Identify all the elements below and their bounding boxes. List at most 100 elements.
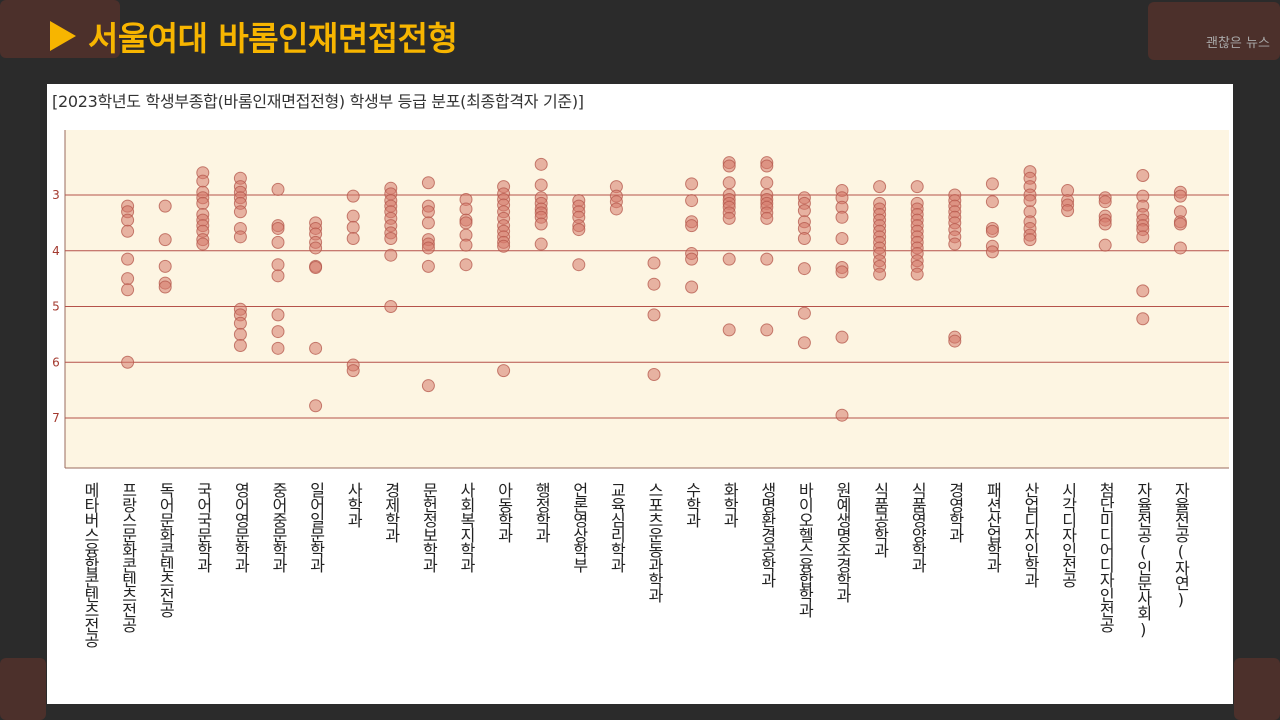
data-point (647, 368, 661, 382)
x-category-label: 경영학과 (945, 482, 965, 542)
data-point (459, 258, 473, 272)
data-point (1136, 230, 1150, 244)
data-point (985, 245, 999, 259)
data-point (1061, 204, 1075, 218)
data-point (459, 216, 473, 230)
data-point (910, 267, 924, 281)
data-point (835, 231, 849, 245)
data-point (121, 252, 135, 266)
data-point (910, 180, 924, 194)
data-point (271, 269, 285, 283)
corner-decoration-bottom-right (1234, 658, 1280, 720)
data-point (572, 223, 586, 237)
data-point (722, 176, 736, 190)
data-point (196, 196, 210, 210)
x-category-label: 독어문화콘텐츠전공 (156, 482, 176, 617)
data-point (797, 306, 811, 320)
data-point (271, 182, 285, 196)
data-point (609, 202, 623, 216)
data-point (1136, 284, 1150, 298)
data-point (271, 235, 285, 249)
data-point (121, 355, 135, 369)
data-point (685, 219, 699, 233)
data-point (534, 157, 548, 171)
data-point (647, 277, 661, 291)
data-point (685, 194, 699, 208)
data-point (121, 283, 135, 297)
x-category-label: 수학과 (682, 482, 702, 527)
slide-title-bar: 서울여대 바롬인재면접전형 (50, 12, 458, 60)
data-point (835, 265, 849, 279)
data-point (1136, 168, 1150, 182)
data-point (421, 205, 435, 219)
data-point (797, 262, 811, 276)
x-category-label: 국어국문학과 (193, 482, 213, 572)
data-point (1023, 194, 1037, 208)
data-point (421, 176, 435, 190)
data-point (158, 259, 172, 273)
x-category-label: 메타버스융합콘텐츠전공 (81, 482, 100, 647)
x-category-label: 자율전공(인문사회) (1133, 482, 1153, 638)
x-category-label: 생명환경공학과 (757, 482, 777, 587)
data-point (196, 237, 210, 251)
corner-decoration-bottom-left (0, 658, 46, 720)
data-point (797, 336, 811, 350)
x-category-label: 사학과 (344, 482, 364, 527)
x-category-label: 원예생명조경학과 (833, 482, 852, 602)
x-category-label: 행정학과 (532, 482, 552, 542)
data-point (309, 241, 323, 255)
x-category-label: 사회복지학과 (457, 482, 476, 572)
y-tick-labels: 3 4 5 6 7 (52, 188, 60, 425)
data-point (384, 248, 398, 262)
y-tick-label: 7 (52, 411, 60, 425)
data-point (271, 341, 285, 355)
corner-decoration-top-right (1148, 2, 1280, 60)
grid-lines (65, 194, 1229, 419)
data-point (309, 399, 323, 413)
data-point (722, 159, 736, 173)
data-point (948, 237, 962, 251)
x-category-label: 식품영양학과 (908, 482, 928, 572)
data-point (421, 216, 435, 230)
data-point (1098, 195, 1112, 209)
x-category-label: 첨단미디어디자인전공 (1096, 482, 1116, 632)
data-point (760, 176, 774, 190)
data-point (459, 202, 473, 216)
data-points (121, 156, 1187, 422)
x-category-label: 일어일문학과 (306, 482, 326, 572)
data-point (685, 280, 699, 294)
data-point (271, 325, 285, 339)
data-point (1023, 233, 1037, 247)
data-point (835, 408, 849, 422)
x-category-label: 산업디자인학과 (1021, 482, 1040, 587)
data-point (233, 230, 247, 244)
data-point (1173, 241, 1187, 255)
data-point (384, 231, 398, 245)
data-point (835, 330, 849, 344)
data-point (421, 259, 435, 273)
data-point (459, 238, 473, 252)
data-point (309, 260, 323, 274)
data-point (196, 174, 210, 188)
data-point (685, 252, 699, 266)
x-category-label: 프랑스문화콘텐츠전공 (118, 482, 138, 632)
data-point (873, 267, 887, 281)
data-point (534, 217, 548, 231)
data-point (346, 364, 360, 378)
x-category-label: 영어영문학과 (231, 482, 251, 572)
data-point (233, 316, 247, 330)
watermark-text: 괜찮은 뉴스 (1206, 36, 1270, 51)
data-point (158, 199, 172, 213)
data-point (760, 211, 774, 225)
x-category-label: 경제학과 (381, 482, 401, 542)
data-point (271, 258, 285, 272)
data-point (685, 177, 699, 191)
data-point (985, 195, 999, 209)
chart-title: [2023학년도 학생부종합(바롬인재면접전형) 학생부 등급 분포(최종합격자… (52, 92, 584, 111)
data-point (797, 231, 811, 245)
data-point (421, 241, 435, 255)
data-point (760, 159, 774, 173)
y-tick-label: 3 (52, 188, 60, 202)
data-point (158, 280, 172, 294)
data-point (722, 252, 736, 266)
